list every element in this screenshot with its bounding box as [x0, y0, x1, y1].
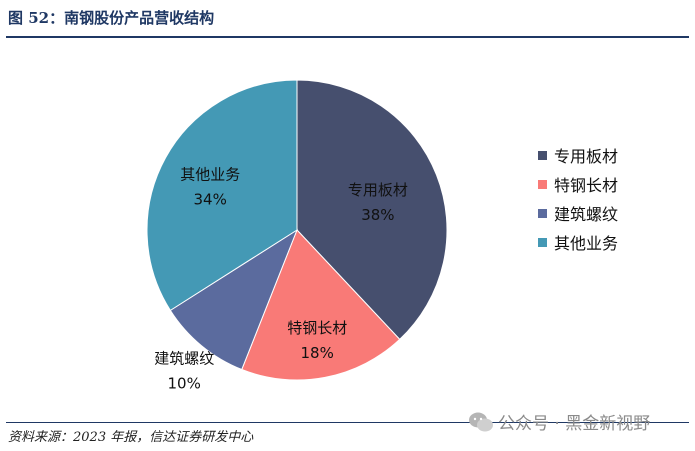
slice-percent-label-1: 38%	[361, 206, 394, 224]
pie-slice-4	[146, 79, 298, 312]
title-divider	[6, 36, 689, 38]
watermark: 公众号 · 黑金新视野	[468, 409, 650, 434]
slice-name-label-1: 专用板材	[348, 181, 408, 199]
legend-label-1: 专用板材	[554, 147, 618, 166]
pie-slice-2	[241, 229, 401, 381]
slice-name-label-2: 特钢长材	[287, 319, 347, 337]
pie-slices	[146, 79, 448, 381]
slice-percent-label-4: 34%	[194, 190, 227, 208]
watermark-text: 公众号 · 黑金新视野	[498, 414, 651, 434]
source-divider	[6, 422, 689, 423]
wechat-icon	[469, 412, 493, 431]
slice-name-label-4: 其他业务	[180, 165, 240, 183]
source-note: 资料来源：2023 年报，信达证券研发中心	[8, 430, 254, 445]
legend-label-4: 其他业务	[554, 234, 618, 253]
slice-labels: 专用板材 38% 特钢长材 18% 建筑螺纹 10% 其他业务 34%	[154, 165, 408, 392]
pie-slice-3	[169, 228, 299, 371]
slice-percent-label-3: 10%	[168, 374, 201, 392]
slice-percent-label-2: 18%	[301, 344, 334, 362]
legend-swatch-3	[538, 209, 547, 218]
legend-label-3: 建筑螺纹	[554, 205, 618, 224]
slice-name-label-3: 建筑螺纹	[154, 349, 214, 367]
pie-slice-1	[296, 79, 448, 341]
legend-label-2: 特钢长材	[554, 176, 618, 195]
legend-swatch-1	[538, 151, 547, 160]
legend-swatch-2	[538, 180, 547, 189]
figure-title: 图 52：南钢股份产品营收结构	[8, 9, 215, 27]
legend-swatch-4	[538, 238, 547, 247]
